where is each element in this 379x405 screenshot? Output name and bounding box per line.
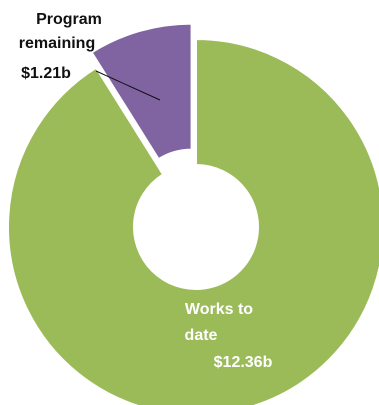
works-to-date-label: Works to date $12.36b <box>185 301 273 371</box>
works-to-date-label-line2: date <box>185 327 218 344</box>
works-to-date-slice <box>7 37 379 405</box>
program-remaining-value: $1.21b <box>21 65 71 82</box>
program-remaining-label-line2: remaining <box>19 35 95 52</box>
program-remaining-label: Program remaining $1.21b <box>19 11 102 82</box>
program-remaining-leader-line <box>95 70 161 101</box>
works-to-date-value: $12.36b <box>214 354 273 371</box>
works-to-date-label-line1: Works to <box>185 301 253 318</box>
program-remaining-label-line1: Program <box>36 11 102 28</box>
